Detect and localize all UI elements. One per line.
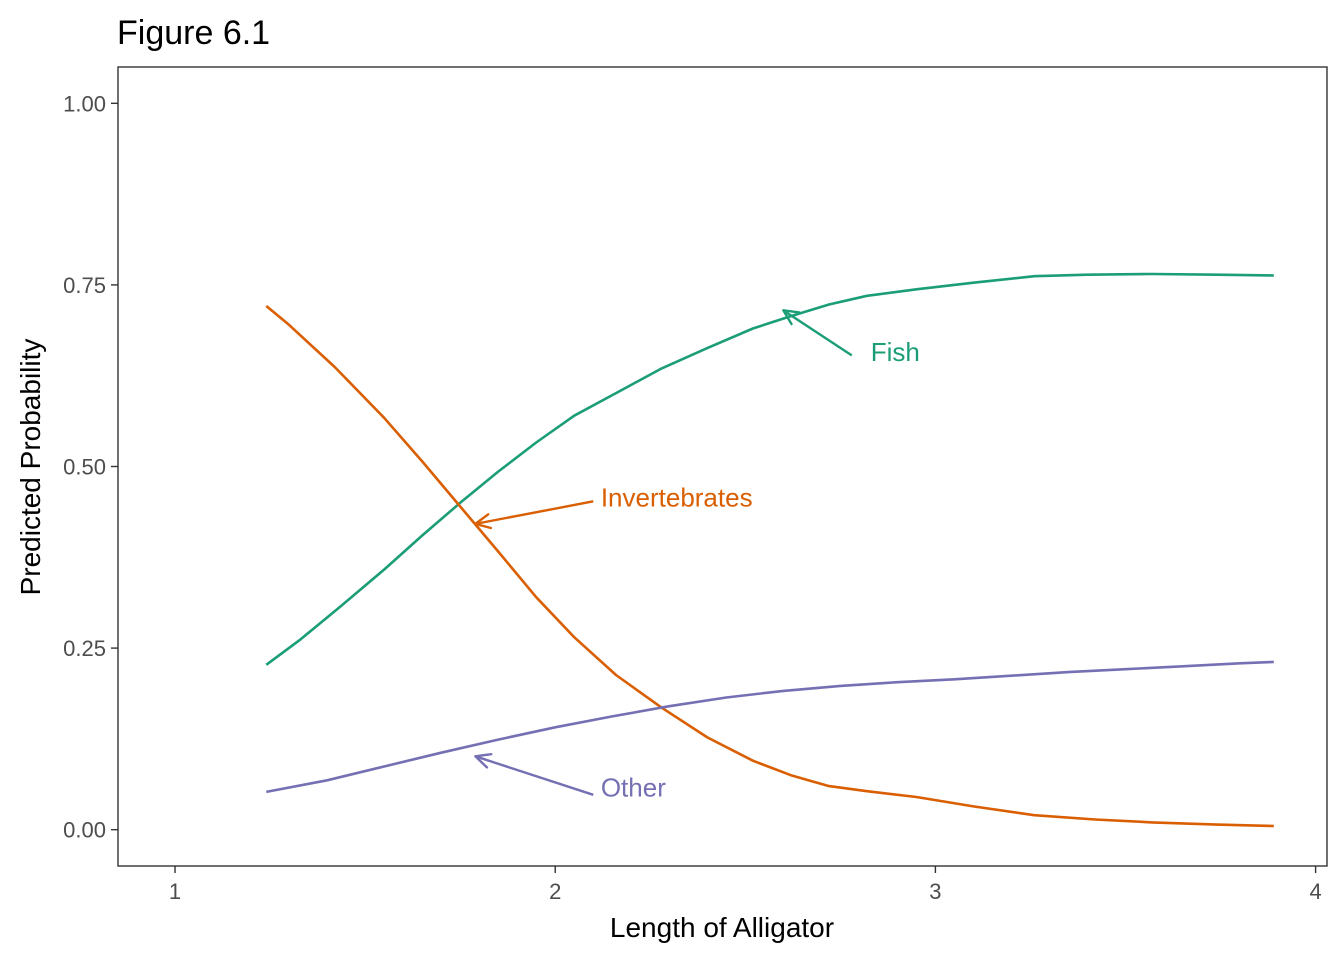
x-tick-label: 3 [929,879,941,904]
plot-panel [117,66,1328,867]
annotation-arrow-invertebrates [474,500,594,530]
y-axis-title: Predicted Probability [15,339,46,596]
y-tick-label: 0.00 [63,818,106,843]
series-layer [265,272,1274,828]
y-tick-label: 0.75 [63,273,106,298]
chart-title: Figure 6.1 [117,14,270,52]
annotation-label-invertebrates: Invertebrates [601,482,753,512]
x-tick-label: 1 [169,879,181,904]
series-line-other [266,660,1274,794]
annotation-arrow-other [474,752,594,796]
y-tick-label: 0.50 [63,455,106,480]
annotation-layer: Fish Invertebrates Other [474,309,920,802]
x-axis: 1 2 3 4 [169,866,1322,904]
series-line-fish [265,272,1274,666]
x-axis-title: Length of Alligator [610,912,834,943]
y-tick-label: 1.00 [63,91,106,116]
series-line-invertebrates [265,304,1274,828]
annotation-label-fish: Fish [871,337,920,367]
x-tick-label: 4 [1309,879,1321,904]
annotation-arrow-fish [782,309,853,357]
annotation-label-other: Other [601,772,666,802]
x-tick-label: 2 [549,879,561,904]
y-axis: 0.00 0.25 0.50 0.75 1.00 [63,91,118,843]
y-tick-label: 0.25 [63,636,106,661]
